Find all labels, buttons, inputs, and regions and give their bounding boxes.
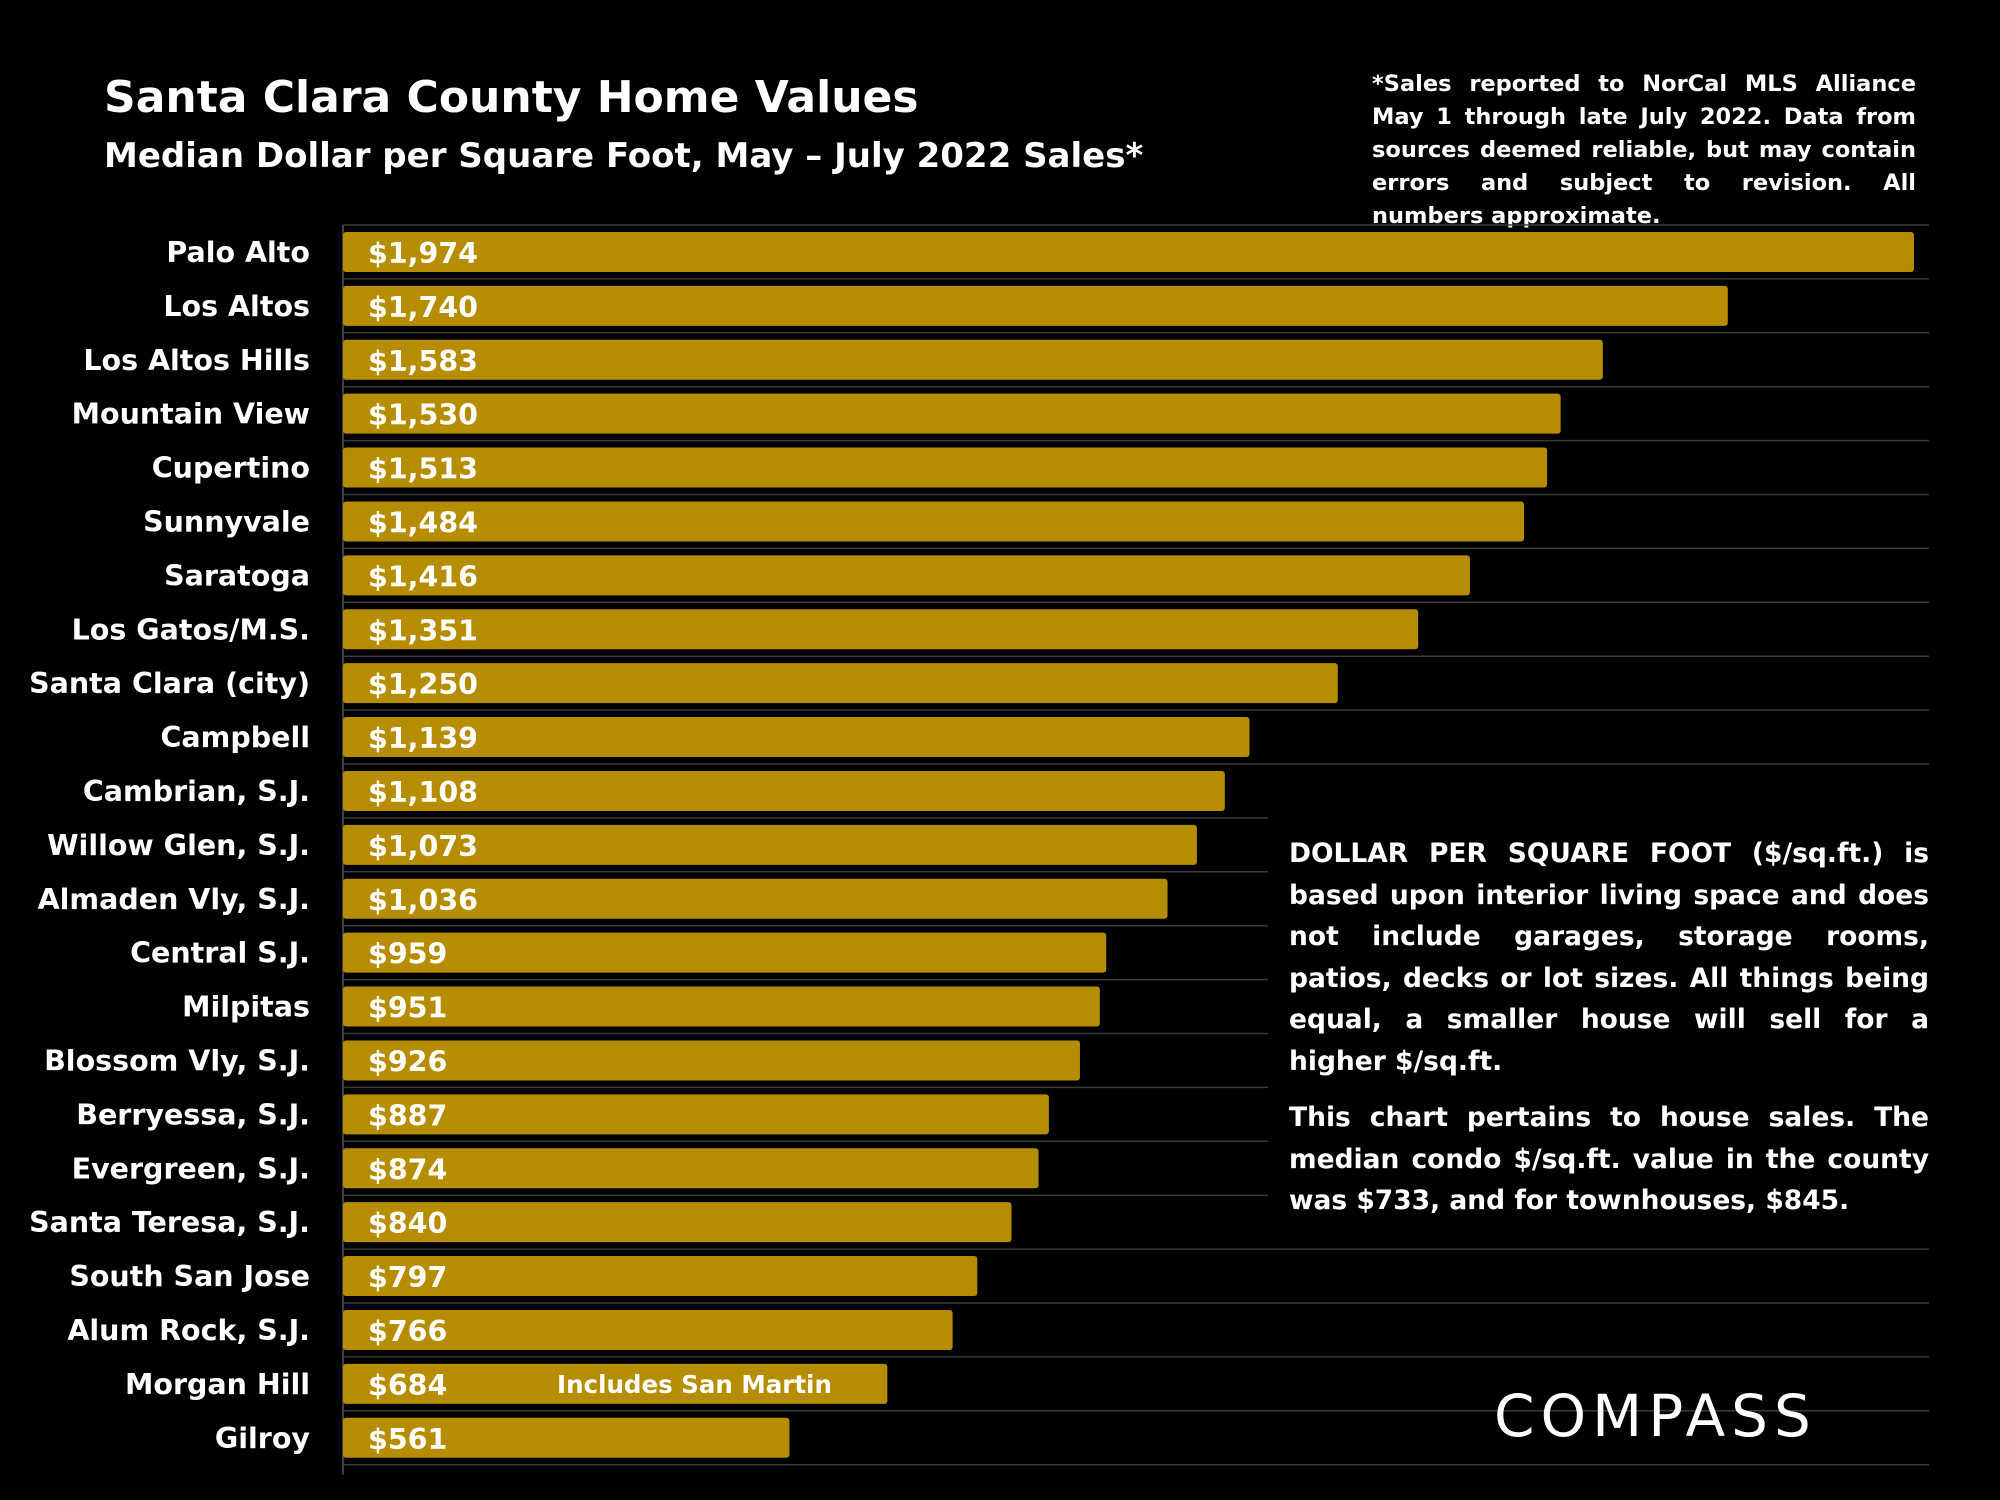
category-label: Palo Alto	[166, 236, 310, 269]
data-label: $887	[368, 1099, 447, 1132]
category-label: Almaden Vly, S.J.	[38, 883, 310, 916]
data-label: $1,530	[368, 399, 478, 432]
category-label: Central S.J.	[130, 937, 310, 970]
note-paragraph-2: This chart pertains to house sales. The …	[1289, 1102, 1929, 1216]
bar	[343, 824, 1197, 865]
data-label: $874	[368, 1153, 447, 1186]
data-label: $684	[368, 1369, 447, 1402]
category-label: Blossom Vly, S.J.	[44, 1044, 310, 1077]
data-label: $1,974	[368, 237, 478, 270]
bar	[343, 447, 1548, 488]
bar	[343, 1417, 790, 1458]
data-label: $1,250	[368, 668, 478, 701]
bar	[343, 501, 1525, 542]
bar	[343, 1202, 1012, 1243]
bar	[343, 393, 1561, 434]
data-label: $1,073	[368, 830, 478, 863]
data-label: $1,513	[368, 453, 478, 486]
category-label: Los Altos	[163, 290, 310, 323]
bar	[343, 339, 1603, 380]
bar	[343, 609, 1419, 650]
bar	[343, 1040, 1080, 1081]
category-label: Evergreen, S.J.	[72, 1152, 310, 1185]
category-label: Saratoga	[164, 559, 310, 592]
category-label: Campbell	[160, 721, 310, 754]
chart-title: Santa Clara County Home Values	[104, 72, 919, 123]
bar	[343, 1363, 888, 1404]
bar	[343, 555, 1470, 596]
category-label: Los Altos Hills	[83, 344, 310, 377]
category-label: Santa Clara (city)	[29, 667, 310, 700]
category-label: Los Gatos/M.S.	[72, 613, 310, 646]
category-label: Mountain View	[72, 398, 310, 431]
note-paragraph-1: DOLLAR PER SQUARE FOOT ($/sq.ft.) is bas…	[1289, 838, 1929, 1077]
category-label: Cambrian, S.J.	[83, 775, 310, 808]
note-box: DOLLAR PER SQUARE FOOT ($/sq.ft.) is bas…	[1289, 833, 1929, 1237]
data-label: $1,740	[368, 291, 478, 324]
data-label: $766	[368, 1315, 447, 1348]
bar	[343, 663, 1338, 704]
bar	[343, 878, 1168, 919]
data-label: $1,139	[368, 722, 478, 755]
bar	[343, 231, 1914, 272]
category-label: Cupertino	[152, 452, 310, 485]
bar	[343, 285, 1728, 326]
compass-logo: COMPASS	[1494, 1382, 1817, 1450]
data-label: $797	[368, 1261, 447, 1294]
category-label: Santa Teresa, S.J.	[29, 1206, 310, 1239]
data-label: $951	[368, 992, 447, 1025]
category-label: Alum Rock, S.J.	[67, 1314, 310, 1347]
bar	[343, 1094, 1049, 1135]
footnote: *Sales reported to NorCal MLS Alliance M…	[1372, 71, 1916, 229]
category-label: South San Jose	[69, 1260, 310, 1293]
category-label: Willow Glen, S.J.	[47, 829, 310, 862]
bar	[343, 1309, 953, 1350]
data-label: $1,416	[368, 560, 478, 593]
data-label: $1,108	[368, 776, 478, 809]
data-label: $840	[368, 1207, 447, 1240]
data-label: $1,036	[368, 884, 478, 917]
bar-annotation: Includes San Martin	[557, 1370, 832, 1399]
category-label: Morgan Hill	[125, 1368, 310, 1401]
bar	[343, 717, 1250, 758]
category-label: Milpitas	[182, 991, 310, 1024]
bar	[343, 770, 1225, 811]
data-label: $1,484	[368, 506, 478, 539]
data-label: $926	[368, 1045, 447, 1078]
category-label: Berryessa, S.J.	[76, 1098, 310, 1131]
bar	[343, 932, 1107, 973]
data-label: $1,583	[368, 345, 478, 378]
chart-subtitle: Median Dollar per Square Foot, May – Jul…	[104, 136, 1144, 176]
data-label: $561	[368, 1423, 447, 1456]
bar	[343, 986, 1100, 1027]
data-label: $1,351	[368, 614, 478, 647]
category-label: Sunnyvale	[143, 505, 310, 538]
bar	[343, 1256, 978, 1297]
bar	[343, 1148, 1039, 1189]
data-label: $959	[368, 938, 447, 971]
category-label: Gilroy	[215, 1422, 311, 1455]
